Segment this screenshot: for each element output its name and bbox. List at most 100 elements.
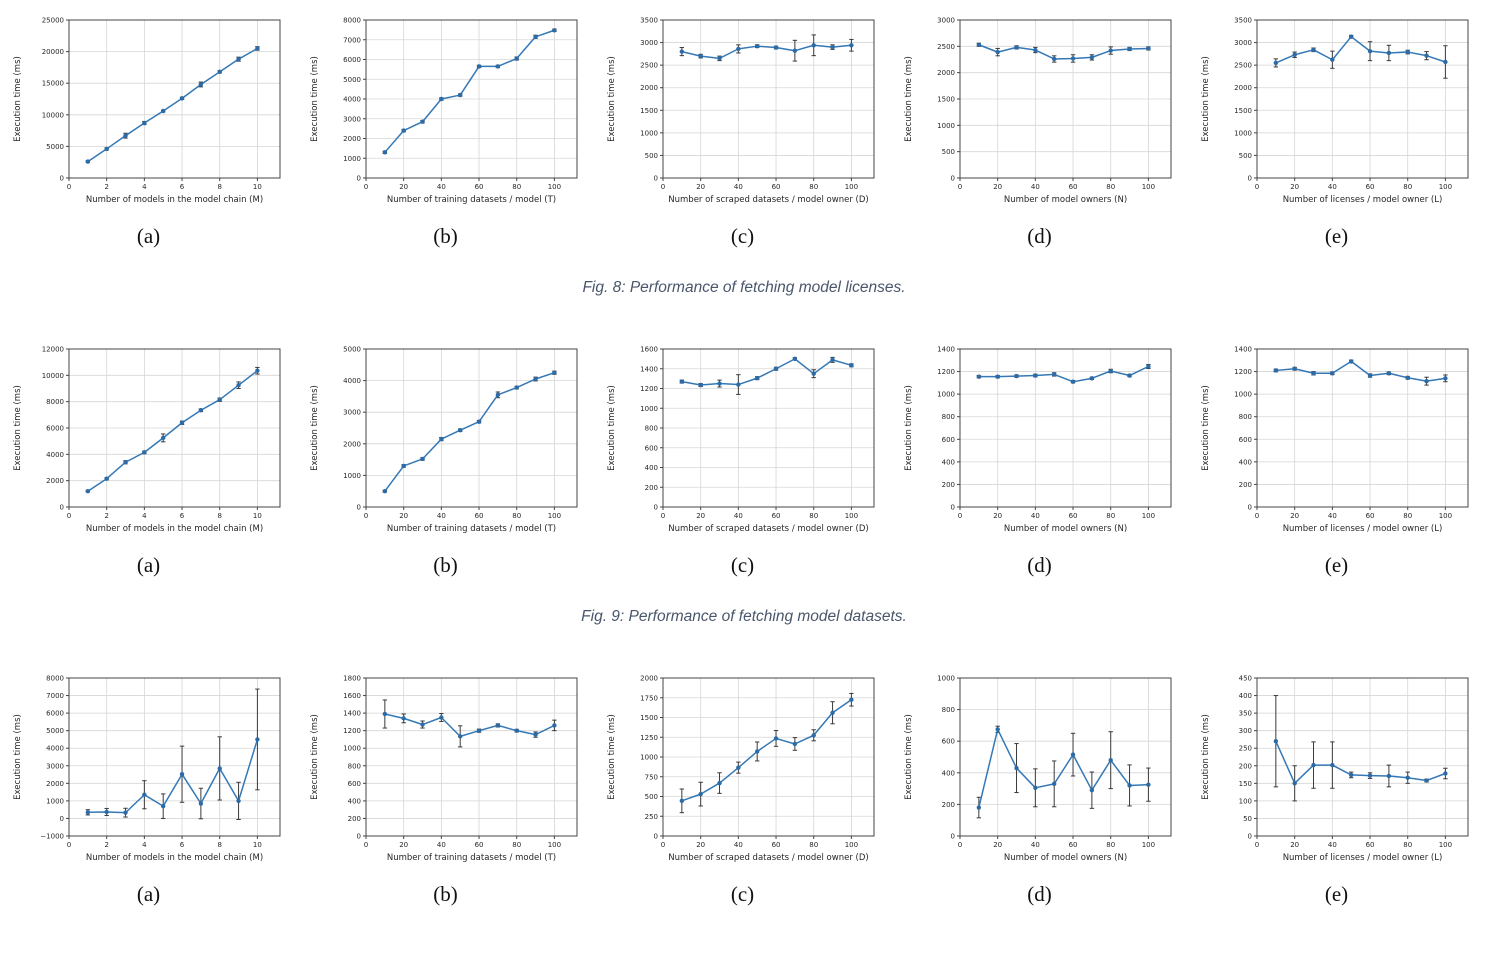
svg-text:1600: 1600 (343, 692, 361, 700)
svg-text:60: 60 (771, 841, 780, 849)
fig8-chart-b: 0 1000 2000 3000 4000 5000 6000 7000 8000 0 20 40 60… (297, 10, 594, 249)
svg-text:100: 100 (1141, 183, 1154, 191)
svg-text:2000: 2000 (46, 780, 64, 788)
fig10-chart-e: 0 50 100 150 200 250 300 350 400 450 0 20 40 60 80 100 E… (1188, 668, 1485, 907)
chart-sublabel: (e) (1324, 553, 1349, 577)
chart-sublabel: (d) (1027, 882, 1052, 906)
svg-text:400: 400 (644, 464, 657, 472)
svg-text:4: 4 (142, 183, 147, 191)
svg-text:80: 80 (512, 841, 521, 849)
svg-text:0: 0 (59, 175, 63, 183)
fig9-chart-d: 0 200 400 600 800 1000 1200 1400 0 20 40 60 80 100 Exe… (891, 339, 1188, 578)
svg-text:100: 100 (1438, 841, 1451, 849)
svg-text:0: 0 (957, 183, 961, 191)
svg-text:8000: 8000 (46, 675, 64, 683)
svg-text:0: 0 (363, 512, 367, 520)
chart-sublabel: (b) (433, 224, 458, 248)
svg-text:40: 40 (1030, 841, 1039, 849)
svg-text:20: 20 (993, 512, 1002, 520)
svg-text:Execution time (ms): Execution time (ms) (1201, 714, 1211, 800)
svg-text:Number of training datasets /: Number of training datasets / model (T) (386, 853, 555, 863)
svg-text:−1000: −1000 (40, 833, 64, 841)
svg-text:1000: 1000 (937, 675, 955, 683)
svg-text:0: 0 (59, 815, 63, 823)
svg-text:400: 400 (1238, 458, 1251, 466)
figure-block-8: 0 5000 10000 15000 20000 25000 0 2 4 6 8 10 Executio… (0, 10, 1488, 297)
fig9-chart-a: 0 2000 4000 6000 8000 10000 12000 0 2 4 6 8 10 Execut… (0, 339, 297, 578)
svg-text:1000: 1000 (640, 754, 658, 762)
svg-text:0: 0 (950, 833, 954, 841)
svg-text:200: 200 (1238, 481, 1251, 489)
chart-sublabel: (d) (1027, 553, 1052, 577)
svg-text:1500: 1500 (640, 714, 658, 722)
svg-text:Execution time (ms): Execution time (ms) (607, 56, 617, 142)
chart-canvas-fig9-e: 0 200 400 600 800 1000 1200 1400 0 20 40 60 80 100 Exe… (1201, 346, 1468, 534)
chart-sublabel: (c) (730, 882, 755, 906)
fig10-chart-b: 0 200 400 600 800 1000 1200 1400 1600 1800 0 20 40 60… (297, 668, 594, 907)
svg-text:1400: 1400 (1234, 346, 1252, 354)
svg-text:2000: 2000 (640, 675, 658, 683)
chart-sublabel: (c) (730, 224, 755, 248)
svg-text:0: 0 (653, 175, 657, 183)
svg-text:0: 0 (660, 841, 664, 849)
svg-text:4000: 4000 (343, 96, 361, 104)
svg-text:20: 20 (1290, 841, 1299, 849)
figure-8-caption: Fig. 8: Performance of fetching model li… (582, 279, 906, 296)
svg-text:Execution time (ms): Execution time (ms) (13, 385, 23, 471)
svg-text:5000: 5000 (46, 727, 64, 735)
svg-text:0: 0 (356, 175, 360, 183)
figure-9-charts: 0 2000 4000 6000 8000 10000 12000 0 2 4 6 8 10 Execut… (0, 339, 1488, 578)
svg-text:Number of scraped datasets / m: Number of scraped datasets / model owner… (668, 524, 868, 534)
svg-text:1200: 1200 (937, 368, 955, 376)
svg-text:1500: 1500 (937, 96, 955, 104)
svg-text:10000: 10000 (41, 111, 63, 119)
fig8-chart-c: 0 500 1000 1500 2000 2500 3000 3500 0 20 40 60 80 100… (594, 10, 891, 249)
chart-sublabel: (d) (1027, 224, 1052, 248)
svg-text:0: 0 (957, 841, 961, 849)
svg-text:100: 100 (1141, 512, 1154, 520)
svg-text:800: 800 (941, 706, 954, 714)
svg-text:25000: 25000 (41, 17, 63, 25)
svg-text:3000: 3000 (640, 39, 658, 47)
svg-text:20: 20 (696, 183, 705, 191)
svg-text:3000: 3000 (937, 17, 955, 25)
svg-text:3000: 3000 (1234, 39, 1252, 47)
svg-text:80: 80 (1403, 512, 1412, 520)
svg-text:5000: 5000 (343, 76, 361, 84)
svg-text:100: 100 (1238, 797, 1251, 805)
chart-canvas-fig9-a: 0 2000 4000 6000 8000 10000 12000 0 2 4 6 8 10 Execut… (13, 346, 280, 534)
svg-text:100: 100 (1438, 512, 1451, 520)
svg-text:40: 40 (1327, 183, 1336, 191)
svg-text:Number of licenses / model own: Number of licenses / model owner (L) (1282, 853, 1442, 863)
svg-text:600: 600 (347, 780, 360, 788)
svg-text:0: 0 (653, 833, 657, 841)
svg-text:0: 0 (1254, 183, 1258, 191)
chart-sublabel: (b) (433, 882, 458, 906)
svg-text:1000: 1000 (640, 405, 658, 413)
svg-text:20: 20 (993, 183, 1002, 191)
svg-text:80: 80 (1106, 512, 1115, 520)
chart-sublabel: (a) (136, 224, 161, 248)
fig9-chart-e: 0 200 400 600 800 1000 1200 1400 0 20 40 60 80 100 Exe… (1188, 339, 1485, 578)
svg-text:60: 60 (1365, 183, 1374, 191)
svg-text:80: 80 (1106, 183, 1115, 191)
svg-text:Execution time (ms): Execution time (ms) (13, 56, 23, 142)
svg-text:6: 6 (179, 512, 184, 520)
svg-text:100: 100 (844, 841, 857, 849)
svg-text:Execution time (ms): Execution time (ms) (1201, 385, 1211, 471)
svg-text:500: 500 (644, 793, 657, 801)
svg-text:4000: 4000 (46, 745, 64, 753)
svg-text:1000: 1000 (1234, 391, 1252, 399)
svg-text:1000: 1000 (937, 122, 955, 130)
svg-text:Execution time (ms): Execution time (ms) (1201, 56, 1211, 142)
svg-text:Execution time (ms): Execution time (ms) (607, 714, 617, 800)
svg-text:6: 6 (179, 841, 184, 849)
svg-text:Execution time (ms): Execution time (ms) (310, 714, 320, 800)
svg-text:Number of training datasets /: Number of training datasets / model (T) (386, 195, 555, 205)
svg-text:0: 0 (950, 175, 954, 183)
svg-text:1200: 1200 (640, 385, 658, 393)
svg-text:20: 20 (696, 512, 705, 520)
svg-text:3000: 3000 (343, 115, 361, 123)
fig8-chart-e: 0 500 1000 1500 2000 2500 3000 3500 0 20 40 60 80 100… (1188, 10, 1485, 249)
svg-text:800: 800 (941, 413, 954, 421)
